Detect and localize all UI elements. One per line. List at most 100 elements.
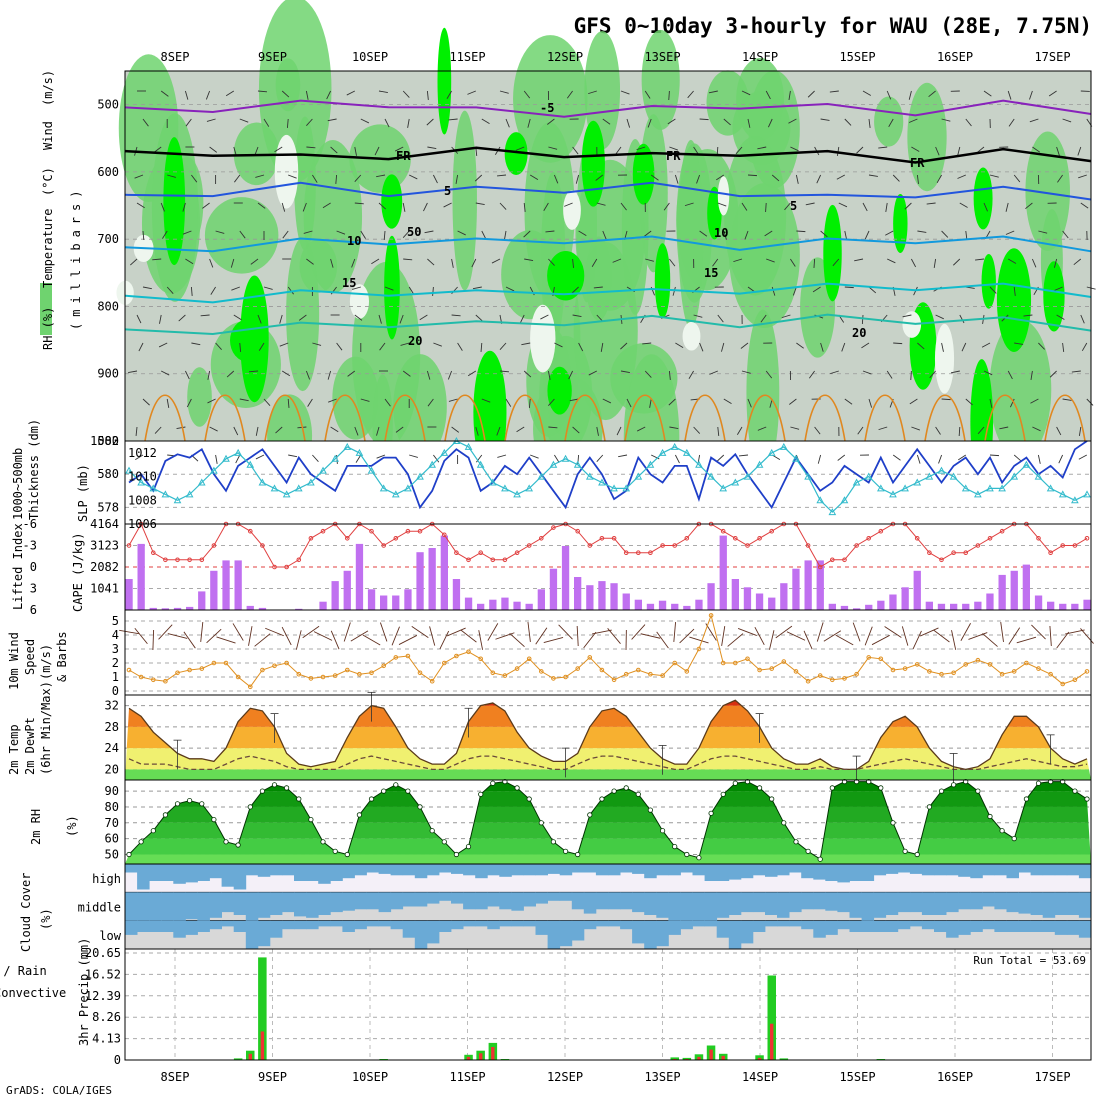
wind-barb: [765, 90, 771, 100]
cloud-bar: [608, 920, 621, 927]
wind-barb: [1062, 342, 1065, 352]
y-tick: 32: [105, 699, 119, 713]
wind-barb: [328, 398, 337, 403]
y-label-pressure: (millibars): [69, 185, 83, 330]
slp-point: [1046, 484, 1055, 492]
wind-barb: [572, 314, 582, 318]
cloud-bar: [813, 920, 826, 938]
wind-barb: [182, 202, 186, 212]
thickness-line: [128, 440, 1088, 510]
wind-barb: [808, 370, 815, 379]
rh-point: [659, 828, 666, 834]
cloud-bar: [1018, 864, 1031, 873]
wind-barb: [781, 314, 791, 319]
cloud-bar: [342, 864, 355, 879]
wind-barb: [257, 202, 266, 209]
cloud-bar: [1030, 864, 1044, 876]
contour-label: FR: [910, 156, 925, 170]
rh-area-high: [981, 253, 996, 309]
wind-barb-10m: [362, 634, 381, 646]
cloud-bar: [595, 864, 609, 876]
cloud-bar: [644, 920, 657, 949]
wind-barb: [142, 398, 150, 406]
wind-barb-10m: [1008, 627, 1021, 645]
wind-barb: [305, 90, 309, 100]
wind-barb: [739, 454, 749, 457]
slp-point: [998, 484, 1006, 492]
wind-barb: [684, 202, 694, 207]
cape-bar: [561, 546, 570, 610]
wind-barb: [1014, 342, 1024, 345]
wind-barb: [595, 174, 604, 181]
rh-point: [562, 848, 569, 854]
wind-barb: [257, 314, 262, 324]
cloud-bar: [1006, 864, 1019, 879]
cloud-bar: [620, 892, 633, 910]
wind-barb: [805, 202, 815, 206]
wind-speed-point: [369, 670, 374, 676]
credit: GrADS: COLA/IGES: [6, 1084, 112, 1097]
cape-bar: [925, 601, 933, 610]
cloud-bar: [161, 892, 174, 921]
rh-band: [125, 854, 1091, 864]
wind-barb: [1013, 174, 1021, 183]
slp-point: [864, 472, 873, 480]
temperature-contour-warm: [444, 394, 486, 442]
cloud-bar: [632, 892, 645, 913]
cape-bar: [598, 581, 606, 610]
rh-point: [575, 851, 581, 858]
x-tick-bottom: 8SEP: [161, 1070, 190, 1084]
cloud-bar: [909, 920, 923, 927]
slp-point: [513, 490, 521, 498]
wind-speed-point: [442, 660, 447, 666]
wind-barb-10m: [158, 624, 173, 640]
cape-bar: [295, 608, 303, 610]
wind-barb: [136, 314, 142, 324]
cloud-bar: [294, 892, 307, 917]
cloud-bar: [668, 920, 681, 935]
rh-point: [817, 856, 823, 862]
wind-barb-10m: [206, 628, 222, 644]
cloud-bar: [946, 892, 959, 913]
wind-barb: [455, 174, 459, 184]
cloud-bar: [523, 920, 536, 927]
temp-band: [125, 769, 1091, 780]
rh-area-high: [1043, 261, 1065, 332]
wind-barb: [312, 174, 318, 183]
wind-barb: [958, 454, 967, 461]
cape-bar: [1071, 603, 1079, 610]
wind-barb: [989, 454, 1000, 457]
wind-barb: [207, 398, 216, 404]
y-tick-left: -3: [23, 539, 37, 553]
slp-point: [501, 484, 509, 492]
wind-speed-point: [332, 673, 338, 678]
wind-barb: [904, 202, 912, 210]
wind-barb-10m: [901, 626, 909, 646]
slp-point: [391, 490, 400, 498]
wind-barb: [1025, 202, 1033, 210]
wind-barb: [644, 370, 652, 378]
wind-barb: [814, 426, 821, 435]
rh-area-dry: [563, 190, 581, 230]
wind-speed-point: [890, 667, 896, 673]
cloud-bar: [849, 864, 862, 881]
wind-barb: [467, 370, 477, 377]
rh-area-dry: [717, 176, 730, 216]
slp-point: [185, 490, 194, 498]
rh-point: [672, 843, 678, 850]
wind-barb: [965, 398, 973, 406]
rh-point: [769, 796, 775, 802]
cape-bar: [610, 583, 618, 610]
wind-barb-10m: [823, 630, 842, 642]
wind-barb: [950, 370, 960, 374]
wind-barb: [191, 342, 201, 346]
cloud-bar: [752, 864, 766, 876]
y-tick: 60: [105, 832, 119, 846]
wind-barb: [239, 230, 246, 239]
cloud-bar: [245, 892, 259, 921]
wind-barb-10m: [558, 624, 573, 640]
wind-barb: [1038, 342, 1045, 350]
wind-barb: [910, 370, 912, 381]
wind-speed-point: [260, 667, 265, 673]
lifted-index-point: [975, 543, 981, 548]
